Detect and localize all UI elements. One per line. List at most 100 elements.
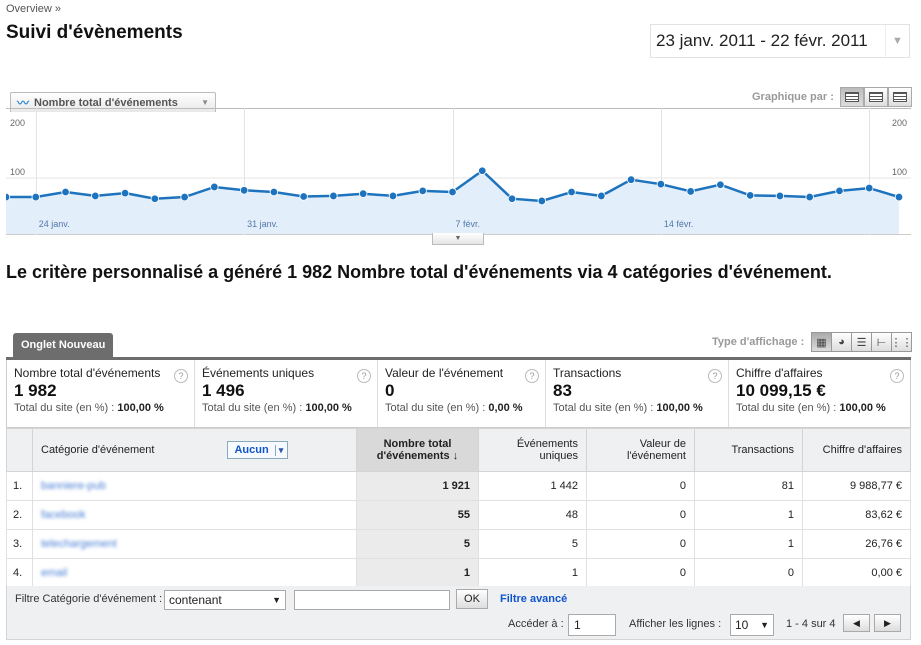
- chart-collapse-toggle[interactable]: ▼: [432, 233, 484, 245]
- chart-point[interactable]: [626, 175, 636, 184]
- row-transactions: 1: [694, 529, 803, 559]
- chart-point[interactable]: [894, 192, 904, 202]
- ok-button[interactable]: OK: [456, 589, 488, 609]
- chart-point[interactable]: [31, 192, 40, 202]
- chart-point[interactable]: [745, 191, 755, 200]
- tab-onglet-nouveau[interactable]: Onglet Nouveau: [13, 333, 114, 358]
- chart-point[interactable]: [805, 192, 814, 202]
- filter-mode-select[interactable]: contenant ▼: [164, 590, 286, 610]
- row-index: 4.: [6, 558, 33, 588]
- col-unique-events[interactable]: Événements uniques: [478, 428, 587, 472]
- metric-selector[interactable]: 〰 Nombre total d'événements ▼: [10, 92, 216, 112]
- secondary-dimension-selector[interactable]: Aucun ▾: [227, 441, 289, 459]
- row-category[interactable]: banniere-pub: [32, 471, 357, 501]
- col-revenue[interactable]: Chiffre d'affaires: [802, 428, 911, 472]
- col-label: Transactions: [731, 444, 794, 456]
- summary-total-events: Nombre total d'événements 1 982 Total du…: [7, 360, 195, 427]
- chart-point[interactable]: [61, 187, 70, 197]
- category-link[interactable]: telechargement: [41, 538, 117, 550]
- chart-point[interactable]: [567, 187, 576, 197]
- chart-point[interactable]: [359, 189, 368, 198]
- next-page-button[interactable]: ▶: [874, 614, 901, 632]
- chart-point[interactable]: [716, 180, 725, 189]
- date-range-picker[interactable]: 23 janv. 2011 - 22 févr. 2011 ▼: [650, 24, 910, 58]
- filter-input[interactable]: [294, 590, 450, 610]
- chart-point[interactable]: [6, 192, 11, 202]
- chart-point[interactable]: [507, 194, 517, 203]
- chart-point[interactable]: [120, 188, 130, 198]
- chart-point[interactable]: [210, 182, 219, 192]
- summary-label: Valeur de l'événement: [385, 366, 504, 380]
- y-tick-label: 100: [10, 167, 25, 177]
- prev-page-button[interactable]: ◀: [843, 614, 870, 632]
- chart-point[interactable]: [239, 186, 249, 195]
- pivot-view-button[interactable]: ⋮⋮: [891, 332, 913, 352]
- graph-by-month-button[interactable]: [888, 87, 912, 107]
- chart-point[interactable]: [686, 187, 695, 196]
- row-event-value: 0: [586, 558, 695, 588]
- graph-by-week-button[interactable]: [864, 87, 888, 107]
- help-icon[interactable]: ?: [174, 369, 188, 383]
- advanced-filter-link[interactable]: Filtre avancé: [500, 593, 568, 605]
- chart-point[interactable]: [537, 196, 546, 206]
- page-title: Suivi d'évènements: [6, 22, 183, 43]
- row-category[interactable]: email: [32, 558, 357, 588]
- comparison-view-button[interactable]: ⊢: [871, 332, 892, 352]
- data-table: Catégorie d'événement Aucun ▾ Nombre tota…: [6, 428, 911, 588]
- dimension-header-label[interactable]: Catégorie d'événement: [41, 444, 155, 456]
- pie-icon: ◕: [838, 336, 845, 348]
- chart-point[interactable]: [597, 191, 606, 201]
- col-label: Événements uniques: [516, 438, 578, 462]
- chart-point[interactable]: [448, 187, 457, 197]
- chart-point[interactable]: [865, 183, 874, 193]
- rows-per-page-select[interactable]: 10 ▼: [730, 614, 774, 636]
- row-category[interactable]: telechargement: [32, 529, 357, 559]
- chart-point[interactable]: [329, 191, 338, 201]
- summary-site-total: Total du site (en %) : 100,00 %: [14, 402, 164, 414]
- chart-point[interactable]: [388, 191, 398, 201]
- col-transactions[interactable]: Transactions: [694, 428, 803, 472]
- chart-point[interactable]: [299, 192, 308, 201]
- summary-site-total: Total du site (en %) : 100,00 %: [202, 402, 352, 414]
- col-event-value[interactable]: Valeur de l'événement: [586, 428, 695, 472]
- chart-point[interactable]: [656, 179, 666, 189]
- arrow-right-icon: ▶: [884, 618, 891, 628]
- graph-by-day-button[interactable]: [840, 87, 864, 107]
- breadcrumb[interactable]: Overview »: [6, 3, 62, 15]
- chart-point[interactable]: [91, 191, 100, 201]
- chart-point[interactable]: [835, 186, 844, 196]
- help-icon[interactable]: ?: [708, 369, 722, 383]
- table-view-button[interactable]: ▦: [811, 332, 832, 352]
- chart-point[interactable]: [775, 191, 785, 201]
- col-label: Chiffre d'affaires: [822, 444, 902, 456]
- chart-point[interactable]: [478, 166, 487, 175]
- performance-view-button[interactable]: ☰: [851, 332, 872, 352]
- help-icon[interactable]: ?: [525, 369, 539, 383]
- chart-point[interactable]: [269, 187, 279, 197]
- col-total-events[interactable]: Nombre total d'événements ↓: [356, 428, 479, 472]
- summary-transactions: Transactions 83 Total du site (en %) : 1…: [546, 360, 729, 427]
- table-row: 2. facebook 55 48 0 1 83,62 €: [6, 500, 911, 530]
- chevron-down-icon[interactable]: ▼: [885, 25, 909, 57]
- y-tick-label: 200: [10, 118, 25, 128]
- category-link[interactable]: banniere-pub: [41, 480, 106, 492]
- row-unique-events: 5: [478, 529, 587, 559]
- col-label: Valeur de l'événement: [627, 438, 686, 462]
- category-link[interactable]: facebook: [41, 509, 86, 521]
- chart-point[interactable]: [180, 192, 189, 202]
- category-link[interactable]: email: [41, 567, 68, 579]
- chart-point[interactable]: [418, 186, 427, 196]
- row-category[interactable]: facebook: [32, 500, 357, 530]
- row-revenue: 26,76 €: [802, 529, 911, 559]
- help-icon[interactable]: ?: [357, 369, 371, 383]
- rows-label: Afficher les lignes :: [629, 618, 722, 630]
- help-icon[interactable]: ?: [890, 369, 904, 383]
- goto-input[interactable]: 1: [568, 614, 616, 636]
- x-tick-label: 24 janv.: [39, 219, 70, 229]
- summary-unique-events: Événements uniques 1 496 Total du site (…: [195, 360, 378, 427]
- month-icon: [893, 92, 907, 102]
- summary-site-total: Total du site (en %) : 100,00 %: [553, 402, 703, 414]
- pie-view-button[interactable]: ◕: [831, 332, 852, 352]
- bar-icon: ☰: [856, 336, 867, 349]
- chart-point[interactable]: [150, 194, 160, 203]
